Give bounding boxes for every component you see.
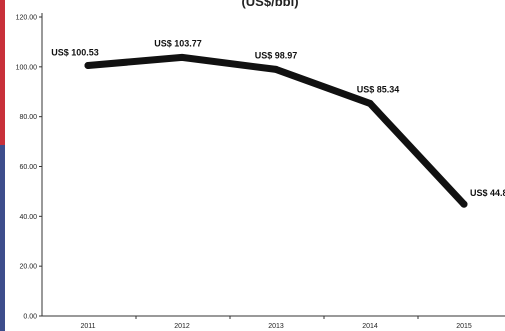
series-line xyxy=(84,53,468,208)
data-label: US$ 44.88 xyxy=(470,188,505,198)
data-label: US$ 103.77 xyxy=(154,38,202,48)
x-tick-label: 2012 xyxy=(174,323,190,330)
edge-stripe-blue xyxy=(0,145,5,331)
data-labels: US$ 100.53 US$ 103.77 US$ 98.97 US$ 85.34 US… xyxy=(51,38,505,198)
edge-stripe-red xyxy=(0,0,5,145)
y-tick-label: 60.00 xyxy=(19,164,37,171)
data-point xyxy=(272,65,280,73)
y-tick-label: 40.00 xyxy=(19,214,37,221)
chart-title: (US$/bbl) xyxy=(241,0,298,9)
data-point xyxy=(460,200,468,208)
x-tick-label: 2014 xyxy=(362,323,378,330)
data-label: US$ 85.34 xyxy=(357,84,400,94)
y-tick-label: 20.00 xyxy=(19,264,37,271)
x-tick-label: 2015 xyxy=(456,323,472,330)
data-label: US$ 100.53 xyxy=(51,48,99,58)
x-tick-label: 2011 xyxy=(80,323,95,330)
y-ticks: 0.00 20.00 40.00 60.00 80.00 100.00 120.00 xyxy=(16,15,42,321)
y-tick-label: 0.00 xyxy=(23,314,37,321)
data-label: US$ 98.97 xyxy=(255,50,298,60)
data-point xyxy=(178,53,186,61)
y-tick-label: 80.00 xyxy=(19,114,37,121)
x-tick-label: 2013 xyxy=(268,323,284,330)
y-tick-label: 100.00 xyxy=(16,64,38,71)
data-point xyxy=(366,99,374,107)
y-tick-label: 120.00 xyxy=(16,15,38,22)
x-ticks: 2011 2012 2013 2014 2015 xyxy=(80,316,472,330)
data-point xyxy=(84,62,92,70)
